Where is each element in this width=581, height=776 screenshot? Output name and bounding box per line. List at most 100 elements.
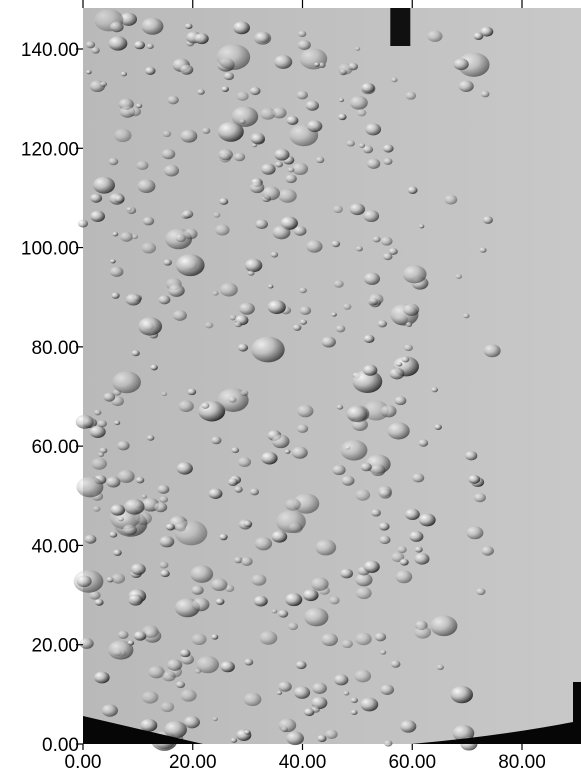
relief-feature [175, 254, 205, 277]
relief-feature [163, 259, 172, 266]
relief-feature [297, 39, 311, 50]
relief-feature [85, 41, 96, 49]
relief-feature [157, 484, 170, 494]
relief-feature [195, 668, 202, 674]
relief-feature [405, 91, 417, 100]
y-tick-label: 120.00 [21, 139, 79, 160]
relief-feature [197, 89, 205, 95]
relief-feature [219, 198, 229, 205]
y-tick-label: 40.00 [31, 536, 79, 557]
relief-feature [378, 488, 392, 499]
relief-feature [350, 709, 358, 715]
relief-feature [458, 80, 474, 93]
relief-feature [106, 476, 121, 488]
relief-feature [112, 231, 119, 237]
relief-feature [112, 371, 141, 394]
relief-feature [253, 595, 268, 607]
relief-feature [418, 513, 436, 527]
relief-feature [227, 478, 238, 487]
relief-feature [249, 182, 265, 194]
relief-feature [483, 344, 501, 358]
relief-feature [383, 144, 394, 153]
relief-feature [251, 143, 258, 148]
relief-feature [180, 64, 194, 75]
relief-feature [91, 47, 100, 54]
relief-feature [288, 622, 298, 631]
relief-feature [480, 90, 490, 98]
relief-feature [473, 493, 486, 503]
relief-feature [391, 77, 398, 83]
relief-feature [318, 62, 326, 68]
relief-feature [191, 585, 204, 595]
relief-feature [101, 704, 118, 717]
relief-feature [380, 684, 395, 695]
relief-feature [249, 488, 260, 496]
relief-feature [119, 12, 138, 26]
relief-feature [243, 692, 262, 707]
relief-feature [215, 598, 225, 605]
relief-feature [355, 489, 371, 501]
relief-feature [363, 272, 381, 285]
relief-feature [90, 193, 103, 203]
relief-texture [73, 8, 581, 751]
relief-feature [298, 30, 307, 37]
relief-feature [160, 569, 170, 578]
x-tick-label: 80.00 [498, 752, 546, 773]
relief-feature [465, 451, 478, 461]
relief-feature [108, 157, 119, 166]
relief-feature [350, 697, 358, 704]
relief-feature [334, 674, 349, 686]
x-tick-label: 60.00 [388, 752, 436, 773]
relief-feature [239, 302, 255, 315]
relief-feature [229, 314, 237, 321]
relief-feature [140, 718, 158, 732]
relief-feature [167, 95, 179, 105]
relief-feature [260, 107, 276, 120]
relief-feature [363, 400, 389, 421]
relief-feature [125, 293, 142, 306]
relief-feature [480, 26, 494, 37]
relief-feature [220, 282, 238, 297]
relief-feature [299, 306, 312, 315]
relief-feature [110, 259, 116, 264]
relief-edge-left [83, 716, 203, 744]
relief-feature [159, 496, 169, 503]
relief-feature [161, 391, 168, 397]
relief-feature [346, 140, 355, 147]
relief-feature [180, 689, 197, 702]
y-tick-label: 0.00 [42, 735, 79, 756]
relief-feature [211, 634, 219, 640]
relief-feature [233, 21, 250, 35]
relief-feature [76, 476, 104, 498]
relief-feature [217, 121, 244, 142]
relief-feature [380, 405, 397, 418]
relief-feature [135, 476, 145, 484]
relief-feature [190, 565, 214, 583]
relief-feature [180, 129, 198, 143]
relief-feature [304, 607, 329, 627]
y-axis-ticks [76, 48, 83, 745]
relief-feature [314, 62, 320, 67]
relief-feature [274, 148, 290, 161]
relief-feature [325, 729, 338, 740]
relief-feature [231, 447, 240, 454]
relief-feature [114, 128, 132, 143]
relief-feature [136, 103, 143, 109]
relief-feature [349, 203, 365, 216]
relief-feature [223, 72, 235, 81]
relief-feature [99, 447, 108, 454]
x-tick-label: 0.00 [65, 752, 102, 773]
relief-feature [187, 388, 197, 396]
relief-feature [268, 284, 274, 289]
relief-feature [371, 509, 381, 517]
relief-feature [427, 30, 443, 42]
relief-feature [272, 225, 291, 240]
relief-feature [230, 737, 238, 743]
relief-feature [141, 17, 164, 35]
relief-feature [312, 682, 327, 694]
relief-feature [218, 149, 233, 161]
relief-feature [455, 274, 463, 279]
relief-feature [405, 322, 413, 327]
relief-feature [396, 361, 403, 367]
relief-feature [216, 44, 251, 70]
